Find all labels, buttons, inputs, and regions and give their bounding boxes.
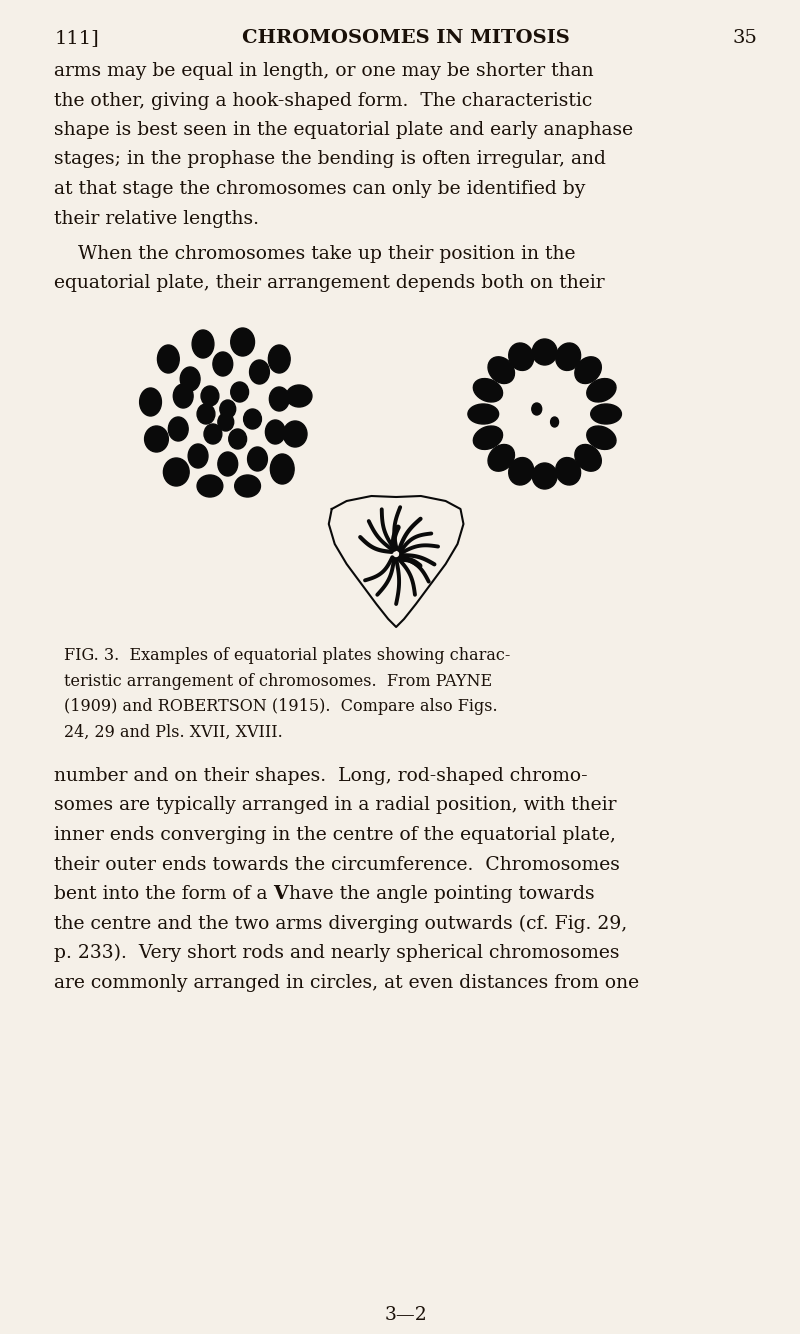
- Ellipse shape: [220, 400, 236, 418]
- Ellipse shape: [532, 463, 557, 490]
- Ellipse shape: [488, 444, 514, 471]
- Ellipse shape: [188, 444, 208, 468]
- Text: number and on their shapes.  Long, rod-shaped chromo-: number and on their shapes. Long, rod-sh…: [54, 767, 588, 784]
- Text: p. 233).  Very short rods and nearly spherical chromosomes: p. 233). Very short rods and nearly sphe…: [54, 944, 620, 962]
- Ellipse shape: [192, 329, 214, 358]
- Ellipse shape: [158, 346, 179, 374]
- Text: the centre and the two arms diverging outwards (cf. Fig. 29,: the centre and the two arms diverging ou…: [54, 915, 628, 932]
- Ellipse shape: [509, 343, 534, 371]
- Ellipse shape: [218, 414, 234, 431]
- Ellipse shape: [283, 422, 307, 447]
- Text: stages; in the prophase the bending is often irregular, and: stages; in the prophase the bending is o…: [54, 151, 606, 168]
- Ellipse shape: [197, 475, 223, 498]
- Text: inner ends converging in the centre of the equatorial plate,: inner ends converging in the centre of t…: [54, 826, 616, 844]
- Text: arms may be equal in length, or one may be shorter than: arms may be equal in length, or one may …: [54, 61, 594, 80]
- Text: equatorial plate, their arrangement depends both on their: equatorial plate, their arrangement depe…: [54, 275, 605, 292]
- Text: bent into the form of a: bent into the form of a: [54, 884, 274, 903]
- Ellipse shape: [197, 404, 215, 424]
- Ellipse shape: [140, 388, 162, 416]
- Text: 24, 29 and Pls. XVII, XVIII.: 24, 29 and Pls. XVII, XVIII.: [64, 723, 283, 740]
- Ellipse shape: [247, 447, 267, 471]
- Ellipse shape: [532, 339, 557, 366]
- Ellipse shape: [270, 387, 289, 411]
- Ellipse shape: [201, 386, 219, 406]
- Ellipse shape: [556, 458, 581, 486]
- Ellipse shape: [163, 458, 189, 486]
- Ellipse shape: [270, 454, 294, 484]
- Ellipse shape: [590, 404, 622, 424]
- Ellipse shape: [575, 444, 602, 471]
- Ellipse shape: [234, 475, 261, 498]
- Text: at that stage the chromosomes can only be identified by: at that stage the chromosomes can only b…: [54, 180, 586, 197]
- Ellipse shape: [509, 458, 534, 486]
- Ellipse shape: [586, 426, 616, 450]
- Text: 35: 35: [733, 29, 758, 47]
- Ellipse shape: [474, 379, 502, 402]
- Ellipse shape: [488, 356, 514, 383]
- Ellipse shape: [229, 430, 246, 450]
- Text: 3—2: 3—2: [385, 1306, 427, 1325]
- Ellipse shape: [230, 382, 249, 402]
- Ellipse shape: [244, 410, 262, 430]
- Text: FIG. 3.  Examples of equatorial plates showing charac-: FIG. 3. Examples of equatorial plates sh…: [64, 647, 510, 664]
- Ellipse shape: [145, 426, 168, 452]
- Ellipse shape: [180, 367, 200, 391]
- Text: teristic arrangement of chromosomes.  From PAYNE: teristic arrangement of chromosomes. Fro…: [64, 672, 493, 690]
- Ellipse shape: [268, 346, 290, 374]
- Ellipse shape: [468, 404, 498, 424]
- Text: When the chromosomes take up their position in the: When the chromosomes take up their posit…: [54, 245, 576, 263]
- Ellipse shape: [168, 418, 188, 442]
- Ellipse shape: [286, 386, 312, 407]
- Ellipse shape: [550, 418, 558, 427]
- Ellipse shape: [532, 403, 542, 415]
- Ellipse shape: [218, 452, 238, 476]
- Ellipse shape: [586, 379, 616, 402]
- Text: their outer ends towards the circumference.  Chromosomes: their outer ends towards the circumferen…: [54, 855, 620, 874]
- Ellipse shape: [230, 328, 254, 356]
- Text: (1909) and ROBERTSON (1915).  Compare also Figs.: (1909) and ROBERTSON (1915). Compare als…: [64, 698, 498, 715]
- Text: their relative lengths.: their relative lengths.: [54, 209, 259, 228]
- Text: have the angle pointing towards: have the angle pointing towards: [282, 884, 594, 903]
- Ellipse shape: [474, 426, 502, 450]
- Ellipse shape: [174, 384, 193, 408]
- Ellipse shape: [204, 424, 222, 444]
- Text: V: V: [273, 884, 287, 903]
- Ellipse shape: [266, 420, 286, 444]
- Text: the other, giving a hook-shaped form.  The characteristic: the other, giving a hook-shaped form. Th…: [54, 92, 593, 109]
- Text: CHROMOSOMES IN MITOSIS: CHROMOSOMES IN MITOSIS: [242, 29, 570, 47]
- Ellipse shape: [213, 352, 233, 376]
- Text: shape is best seen in the equatorial plate and early anaphase: shape is best seen in the equatorial pla…: [54, 121, 634, 139]
- Ellipse shape: [556, 343, 581, 371]
- Text: are commonly arranged in circles, at even distances from one: are commonly arranged in circles, at eve…: [54, 974, 639, 991]
- Ellipse shape: [250, 360, 270, 384]
- Text: somes are typically arranged in a radial position, with their: somes are typically arranged in a radial…: [54, 796, 617, 815]
- Text: 111]: 111]: [54, 29, 99, 47]
- Ellipse shape: [575, 356, 602, 383]
